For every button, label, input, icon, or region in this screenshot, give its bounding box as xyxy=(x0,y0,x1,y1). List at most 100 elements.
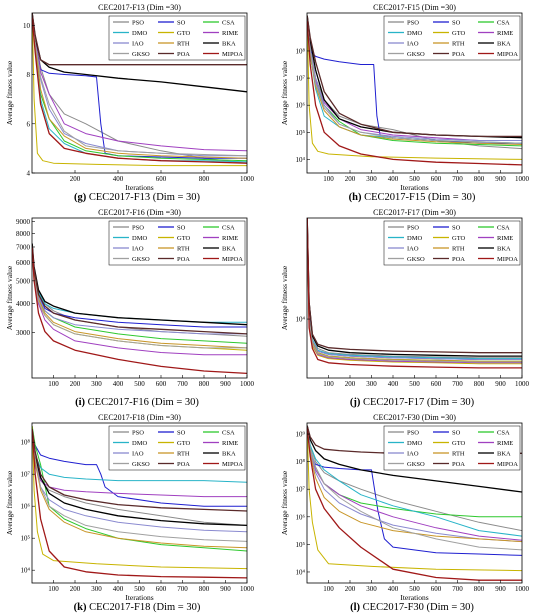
x-tick-label: 300 xyxy=(91,380,102,388)
legend-entry: POA xyxy=(177,51,190,58)
legend-entry: RIME xyxy=(497,235,513,242)
legend-entry: RIME xyxy=(222,30,238,37)
series-line-rime xyxy=(32,15,247,152)
x-tick-label: 200 xyxy=(345,175,356,183)
series-line-mipoa xyxy=(307,218,522,369)
series-line-bka xyxy=(32,429,247,527)
x-tick-label: 700 xyxy=(177,585,188,593)
legend-entry: BKA xyxy=(222,246,236,253)
series-line-poa xyxy=(32,429,247,512)
legend-entry: CSA xyxy=(497,20,510,27)
series-line-iao xyxy=(307,218,522,360)
chart-svg: CEC2017-F15 (Dim =30) 100 200 300 400 500 600 7… xyxy=(280,3,530,203)
y-tick-label: 10⁵ xyxy=(21,535,31,543)
x-tick-label: 400 xyxy=(113,175,124,183)
x-tick-label: 100 xyxy=(323,380,334,388)
legend-entry: SO xyxy=(177,225,186,232)
legend-entry: BKA xyxy=(222,41,236,48)
series-line-gto xyxy=(307,15,522,160)
chart-svg: CEC2017-F30 (Dim =30) 100 200 300 400 500 600 7… xyxy=(280,413,530,613)
chart-svg: CEC2017-F13 (Dim =30) 200 400 600 800 1000 10 8… xyxy=(5,3,255,203)
x-tick-label: 200 xyxy=(70,175,81,183)
legend-entry: RTH xyxy=(452,41,465,48)
series-line-iao xyxy=(307,428,522,543)
chart-title: CEC2017-F15 (Dim =30) xyxy=(373,3,456,12)
x-tick-label: 800 xyxy=(474,380,485,388)
y-tick-label: 7000 xyxy=(16,243,31,251)
legend-entry: SO xyxy=(452,430,461,437)
series-line-dmo xyxy=(307,428,522,537)
y-tick-label: 10⁷ xyxy=(296,75,306,83)
x-tick-label: 100 xyxy=(323,585,334,593)
figure-caption: (h) CEC2017-F15 (Dim = 30) xyxy=(349,192,476,203)
series-line-gkso xyxy=(307,428,522,551)
legend-entry: RTH xyxy=(177,246,190,253)
x-tick-label: 600 xyxy=(431,380,442,388)
legend-entry: BKA xyxy=(222,451,236,458)
legend-entry: GTO xyxy=(452,30,466,37)
y-axis-label: Average fitness value xyxy=(5,265,14,330)
x-tick-label: 100 xyxy=(48,380,59,388)
legend-entry: DMO xyxy=(132,235,147,242)
series-line-poa xyxy=(32,245,247,335)
legend-entry: RIME xyxy=(222,235,238,242)
legend-entry: POA xyxy=(452,256,465,263)
x-tick-label: 200 xyxy=(345,380,356,388)
x-tick-label: 900 xyxy=(495,175,506,183)
x-tick-label: 1000 xyxy=(240,175,255,183)
legend: PSO SO CSA DMO GTO RIME IAO RTH BKA GKSO POA MIPOA xyxy=(383,425,521,471)
x-tick-label: 800 xyxy=(474,175,485,183)
chart-svg: CEC2017-F18 (Dim =30) 100 200 300 400 500 600 7… xyxy=(5,413,255,613)
y-axis-label: Average fitness value xyxy=(280,60,289,125)
legend-entry: RIME xyxy=(497,440,513,447)
legend-entry: RIME xyxy=(222,440,238,447)
y-tick-label: 4000 xyxy=(16,300,31,308)
series-line-mipoa xyxy=(32,429,247,579)
x-tick-label: 700 xyxy=(452,585,463,593)
legend-entry: POA xyxy=(452,51,465,58)
x-tick-label: 1000 xyxy=(515,585,530,593)
x-tick-label: 800 xyxy=(199,175,210,183)
legend-entry: SO xyxy=(177,430,186,437)
y-tick-label: 10⁶ xyxy=(21,503,31,511)
x-tick-label: 100 xyxy=(48,585,59,593)
series-line-rth xyxy=(32,15,247,159)
x-axis-label: Iterations xyxy=(125,593,153,602)
legend-entry: MIPOA xyxy=(222,256,243,263)
y-axis-label: Average fitness value xyxy=(280,470,289,535)
legend: PSO SO CSA DMO GTO RIME IAO RTH BKA GKSO POA MIPOA xyxy=(108,15,246,61)
legend-entry: MIPOA xyxy=(497,51,518,58)
legend-entry: POA xyxy=(177,256,190,263)
legend-entry: GTO xyxy=(177,440,191,447)
x-tick-label: 900 xyxy=(495,380,506,388)
legend-entry: GKSO xyxy=(407,461,425,468)
series-line-gto xyxy=(307,425,522,572)
x-tick-label: 900 xyxy=(495,585,506,593)
x-tick-label: 800 xyxy=(474,585,485,593)
chart-panel-2: CEC2017-F16 (Dim =30) 100 200 300 400 500 600 7… xyxy=(0,205,275,410)
legend-entry: GKSO xyxy=(407,51,425,58)
chart-panel-0: CEC2017-F13 (Dim =30) 200 400 600 800 1000 10 8… xyxy=(0,0,275,205)
series-line-mipoa xyxy=(32,248,247,375)
legend-entry: SO xyxy=(452,225,461,232)
legend-entry: PSO xyxy=(132,20,144,27)
x-tick-label: 200 xyxy=(70,380,81,388)
series-line-gkso xyxy=(32,248,247,349)
x-axis-label: Iterations xyxy=(400,183,428,192)
y-tick-label: 3000 xyxy=(16,329,31,337)
legend-entry: RTH xyxy=(452,246,465,253)
series-line-gkso xyxy=(32,432,247,542)
x-tick-label: 500 xyxy=(134,380,145,388)
x-tick-label: 200 xyxy=(70,585,81,593)
series-line-csa xyxy=(32,426,247,552)
y-tick-label: 4 xyxy=(27,170,31,178)
series-line-mipoa xyxy=(32,17,247,164)
legend-entry: SO xyxy=(177,20,186,27)
legend-entry: DMO xyxy=(407,440,422,447)
legend-entry: RTH xyxy=(177,451,190,458)
x-tick-label: 1000 xyxy=(240,380,255,388)
legend-entry: GTO xyxy=(452,440,466,447)
y-tick-label: 10⁶ xyxy=(296,513,306,521)
y-axis-label: Average fitness value xyxy=(5,60,14,125)
